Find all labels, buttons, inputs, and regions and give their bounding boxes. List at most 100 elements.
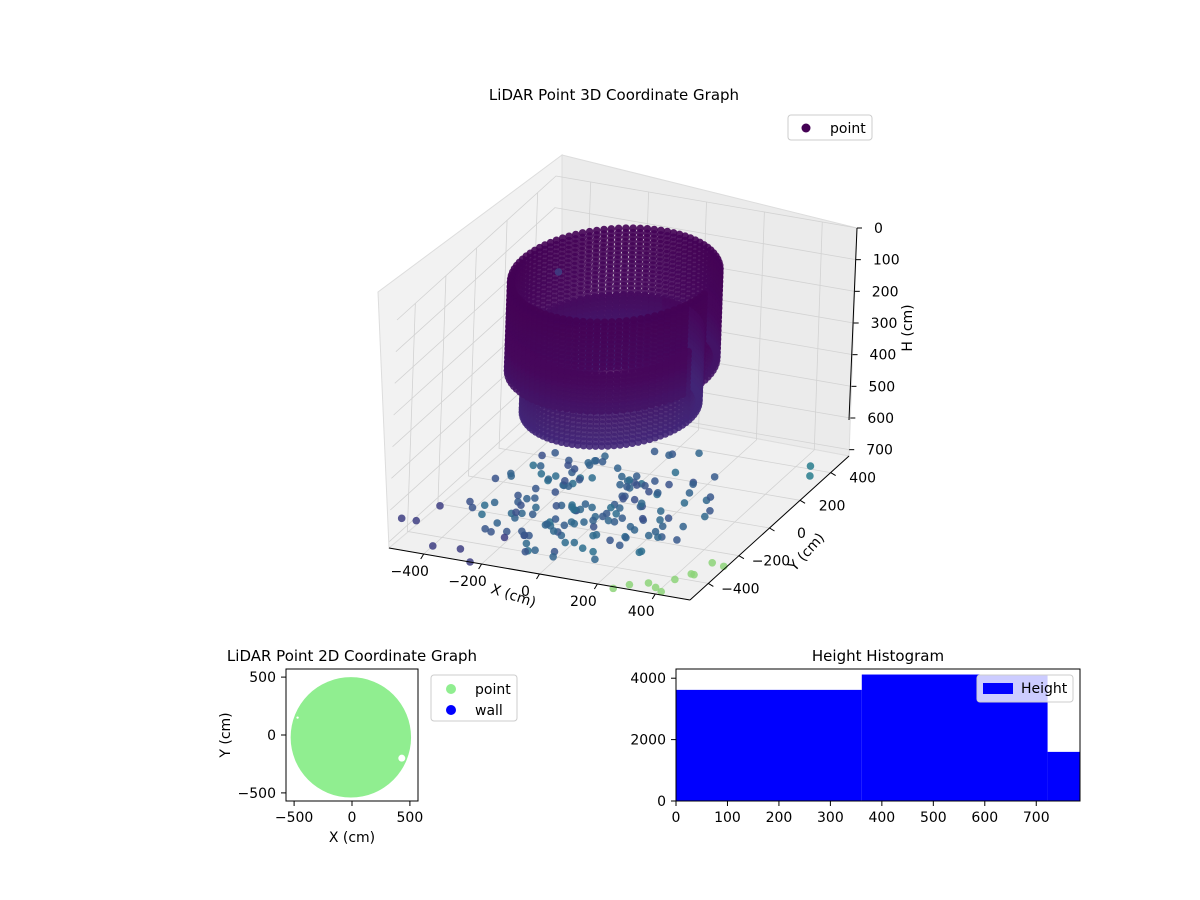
data-point-floor <box>664 514 673 522</box>
data-point-floor <box>644 531 653 540</box>
data-point-wall-1 <box>610 441 618 450</box>
data-point-floor <box>581 500 590 508</box>
z-tick-label-4: 400 <box>870 348 897 364</box>
data-point-wall-0 <box>619 405 628 414</box>
data-point-floor <box>680 499 689 507</box>
legend-2d-label-point: point <box>475 682 511 698</box>
data-point-floor <box>518 527 526 536</box>
data-point-floor <box>706 493 715 501</box>
data-point-outlier-13 <box>657 587 666 596</box>
x-tick-label-4: 400 <box>628 604 655 620</box>
data-point-floor <box>512 508 520 517</box>
z-tick-label-5: 500 <box>868 379 895 395</box>
data-point-floor <box>606 536 614 545</box>
gap-6 <box>403 695 408 701</box>
data-point-floor <box>650 447 659 456</box>
data-point-outlier-19 <box>436 502 444 510</box>
data-point-floor <box>481 525 489 533</box>
data-point-floor <box>543 520 551 528</box>
data-point-wall-1 <box>597 442 606 450</box>
x-tick-label-hist-6: 600 <box>971 810 998 826</box>
point-cloud-gaps <box>286 669 409 767</box>
data-point-floor <box>551 488 560 496</box>
data-point-floor <box>651 477 659 485</box>
data-point-wall-1 <box>604 442 612 450</box>
data-point-floor <box>615 504 624 512</box>
z-axis-label: H (cm) <box>900 304 916 351</box>
data-point-outlier-9 <box>806 462 815 470</box>
gap-0 <box>286 684 290 689</box>
y-tick-label-1: −200 <box>752 554 790 570</box>
data-point-outlier-12 <box>651 583 660 592</box>
x-tick-mark-2 <box>536 573 540 580</box>
data-point-outlier-4 <box>456 545 465 553</box>
x-tick-label-hist-5: 500 <box>920 810 947 826</box>
data-point-wall-0 <box>678 390 687 398</box>
x-axis-label-2d: X (cm) <box>329 830 375 846</box>
y-tick-label-2d-0: −500 <box>238 786 276 802</box>
data-point-floor <box>549 527 558 535</box>
data-point-floor <box>679 522 687 531</box>
data-point-floor <box>575 475 584 484</box>
grid-line-y-3 <box>498 220 801 501</box>
data-point-floor <box>630 495 639 504</box>
data-point-outlier-6 <box>500 533 509 542</box>
data-point-outlier-17 <box>687 570 696 578</box>
data-point-floor <box>529 461 538 470</box>
y-tick-label-3: 200 <box>819 498 846 514</box>
chart-height-histogram: Height Histogram 0 100 200 300 400 500 600 7000… <box>630 647 1081 826</box>
chart-3d-title: LiDAR Point 3D Coordinate Graph <box>489 86 739 104</box>
data-point-wall-0 <box>633 403 642 412</box>
data-point-floor <box>491 474 500 483</box>
data-point-floor <box>570 538 579 547</box>
data-point-floor <box>570 519 579 528</box>
z-tick-label-3: 300 <box>871 316 898 332</box>
data-point-floor <box>589 547 597 556</box>
data-point-wall-0 <box>640 402 649 411</box>
data-point-floor <box>518 509 526 518</box>
chart-3d-lidar: LiDAR Point 3D Coordinate Graph −400 −200… <box>377 86 916 620</box>
ticks-3d: −400−2000200400−400−20002004000100200300… <box>391 221 900 620</box>
legend-3d: point <box>787 114 873 141</box>
data-point-wall-0 <box>590 407 599 415</box>
data-point-floor <box>656 507 665 515</box>
legend-2d-marker-point <box>446 684 456 694</box>
data-point-floor <box>564 461 572 469</box>
y-tick-label-0: −400 <box>721 581 759 597</box>
data-point-floor <box>641 481 649 490</box>
data-point-outlier-18 <box>708 558 717 567</box>
x-tick-label-2d-2: 500 <box>397 810 424 826</box>
data-point-floor <box>507 472 516 480</box>
data-point-floor <box>701 512 709 521</box>
x-axis-label: X (cm) <box>489 581 538 611</box>
data-point-wall-1 <box>666 428 674 436</box>
x-tick-label-hist-0: 0 <box>672 810 681 826</box>
data-point-wall-0 <box>612 406 620 415</box>
grid-line-y-0 <box>406 303 709 584</box>
x-tick-mark-1 <box>478 563 483 570</box>
data-point-floor <box>561 477 569 485</box>
data-point-floor <box>706 507 714 515</box>
data-point-floor <box>478 510 486 519</box>
data-point-wall-1 <box>616 441 624 449</box>
points-3d <box>397 224 815 596</box>
data-point-outlier-3 <box>428 542 437 550</box>
data-point-floor <box>625 476 634 484</box>
legend-2d-marker-wall <box>446 705 456 715</box>
plot-frame-hist <box>675 668 1081 802</box>
data-point-floor <box>685 489 694 497</box>
data-point-floor <box>536 462 545 470</box>
data-point-floor <box>584 458 593 467</box>
x-tick-label-0: −400 <box>391 564 429 580</box>
data-point-wall-0 <box>597 407 606 415</box>
data-point-floor <box>589 516 597 525</box>
data-point-wall-0 <box>576 406 584 415</box>
data-point-floor <box>591 555 599 564</box>
data-point-floor <box>710 473 719 481</box>
data-point-floor <box>523 494 531 503</box>
x-tick-label-hist-4: 400 <box>868 810 895 826</box>
data-point-floor <box>689 480 697 488</box>
data-point-floor <box>673 536 681 544</box>
y-tick-label-2d-1: 0 <box>267 728 276 744</box>
data-point-outlier-1 <box>397 514 406 523</box>
